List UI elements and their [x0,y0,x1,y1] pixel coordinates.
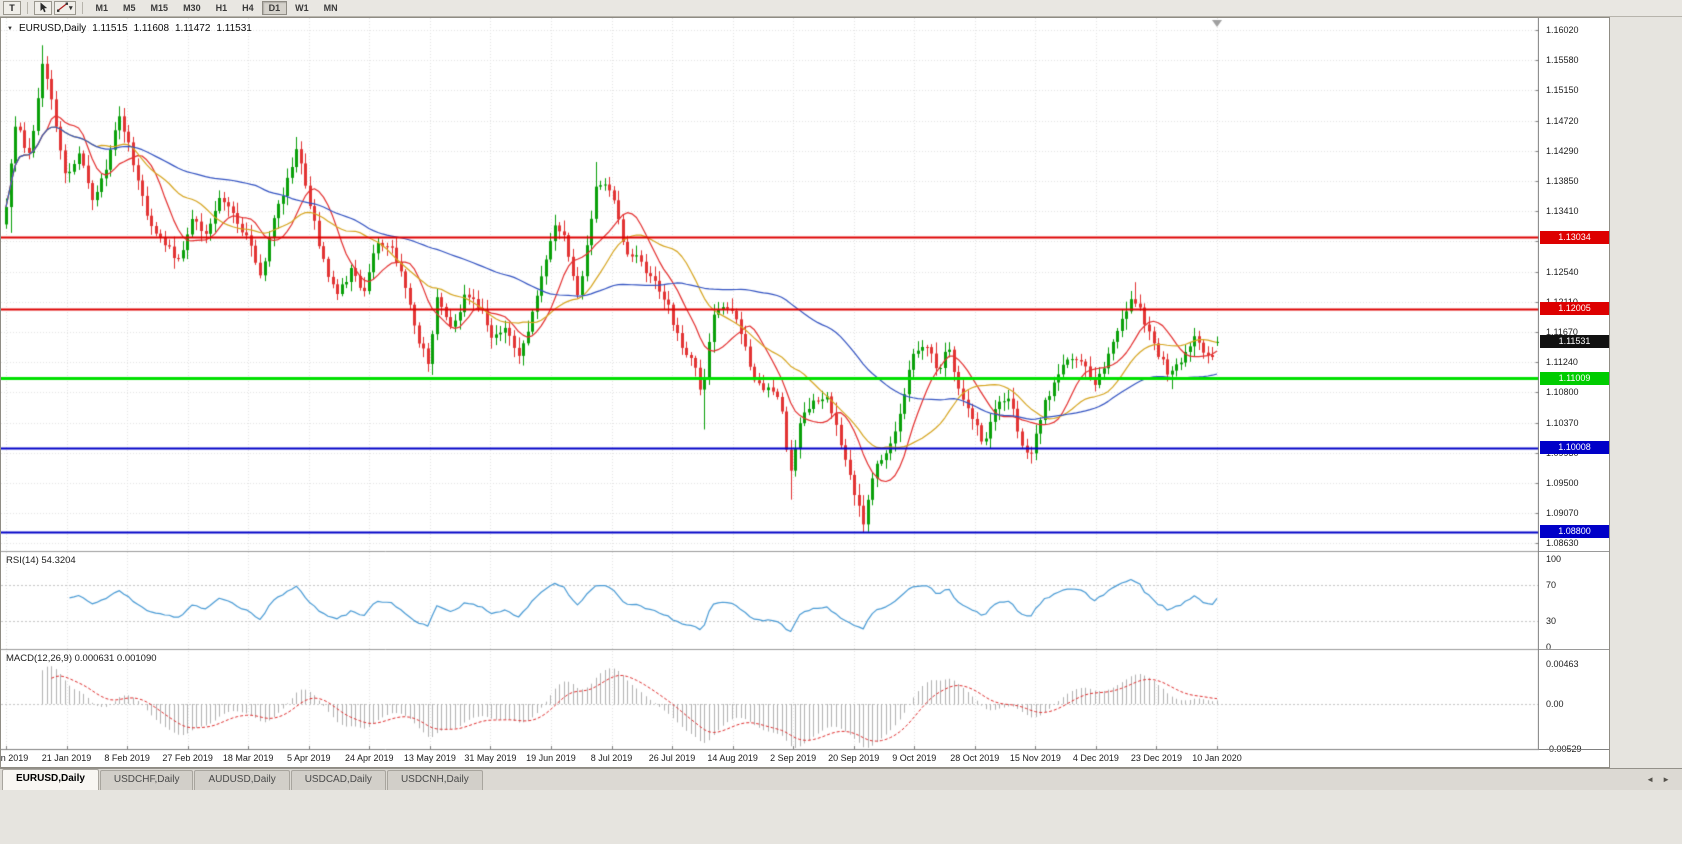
date-axis-label: 31 May 2019 [464,753,517,763]
status-strip [0,790,1682,844]
price-axis-label: 1.12540 [1546,266,1579,277]
date-axis-label: 8 Jul 2019 [590,753,633,763]
rsi-axis-label: 0 [1546,642,1552,652]
quote-line: ▼ EURUSD,Daily 1.11515 1.11608 1.11472 1… [7,23,252,34]
toolbar-separator [81,2,83,14]
date-axis-label: 27 Feb 2019 [162,753,213,763]
chart-window: ▼ EURUSD,Daily 1.11515 1.11608 1.11472 1… [0,17,1610,768]
price-level-badge: 1.11009 [1540,371,1609,385]
timeframe-button-h4[interactable]: H4 [235,1,261,15]
price-axis-label: 1.14290 [1546,145,1579,156]
price-axis-label: 1.16020 [1546,25,1579,35]
quote-close: 1.11531 [216,23,252,34]
price-level-badge: 1.12005 [1540,302,1609,316]
price-axis[interactable]: 1.16020 1.15580 1.15150 1.14720 1.14290 1.138… [1539,18,1609,765]
timeframe-button-w1[interactable]: W1 [288,1,316,15]
date-axis-label: 19 Jun 2019 [526,753,576,763]
price-axis-label: 1.09070 [1546,508,1579,519]
tab-usdcad-daily[interactable]: USDCAD,Daily [290,770,386,790]
date-axis-label: 13 May 2019 [403,753,456,763]
date-axis-label: 15 Nov 2019 [1009,753,1061,763]
date-axis-label: 28 Oct 2019 [950,753,1000,763]
rsi-indicator-label: RSI(14) 54.3204 [6,555,76,566]
price-axis-label: 1.11670 [1546,327,1578,337]
price-axis-label: 1.10370 [1546,417,1579,428]
quote-low: 1.11472 [175,23,211,34]
chart-tab-bar: EURUSD,Daily USDCHF,Daily AUDUSD,Daily USDC… [0,768,1682,790]
pane-separator[interactable] [1539,551,1609,552]
date-axis-label: 26 Jul 2019 [648,753,696,763]
tab-usdchf-daily[interactable]: USDCHF,Daily [99,770,194,790]
macd-axis-label: 0.00 [1546,699,1564,709]
date-axis-label: 24 Apr 2019 [345,753,394,763]
timeframe-button-mn[interactable]: MN [317,1,345,15]
chart-window-button[interactable]: T [3,1,21,15]
price-axis-label: 1.08630 [1546,538,1579,549]
date-axis-label: 10 Jan 2020 [1192,753,1242,763]
trendline-icon [57,2,68,14]
cursor-tool-button[interactable] [34,1,52,15]
date-axis-label: 2 Jan 2019 [0,753,29,763]
timeframe-bar: M1 M5 M15 M30 H1 H4 D1 W1 MN [89,1,345,15]
toolbar-separator [27,2,28,14]
current-price-badge: 1.11531 [1540,335,1609,349]
date-axis-label: 2 Sep 2019 [770,753,817,763]
macd-axis-label: 0.00463 [1546,659,1579,670]
toolbar: T ▾ M1 M5 M15 M30 H1 H4 D1 W1 MN [0,0,1682,17]
time-axis-line [1539,749,1609,750]
price-axis-label: 1.11240 [1546,357,1578,368]
tab-usdcnh-daily[interactable]: USDCNH,Daily [386,770,483,790]
date-axis-label: 9 Oct 2019 [892,753,937,763]
chart-tabs: EURUSD,Daily USDCHF,Daily AUDUSD,Daily USDC… [2,769,484,790]
date-axis-label: 21 Jan 2019 [41,753,92,763]
price-level-badge: 1.13034 [1540,230,1609,244]
timeframe-button-m30[interactable]: M30 [176,1,208,15]
tab-eurusd-daily[interactable]: EURUSD,Daily [2,769,99,790]
timeframe-button-h1[interactable]: H1 [209,1,235,15]
date-axis-label: 18 Mar 2019 [222,753,274,763]
tab-scroll-right-button[interactable]: ► [1662,775,1670,784]
date-axis-label: 8 Feb 2019 [104,753,150,763]
price-axis-label: 1.09500 [1546,478,1579,488]
pane-separator[interactable] [1539,649,1609,650]
date-axis-label: 14 Aug 2019 [707,753,758,763]
macd-indicator-label: MACD(12,26,9) 0.000631 0.001090 [6,653,157,664]
date-axis-label: 5 Apr 2019 [286,753,331,763]
timeframe-button-m1[interactable]: M1 [89,1,116,15]
price-chart-canvas[interactable] [1,18,1539,751]
price-axis-label: 1.15150 [1546,85,1579,96]
timeframe-button-m5[interactable]: M5 [116,1,143,15]
timeframe-button-m15[interactable]: M15 [144,1,176,15]
date-axis-label: 20 Sep 2019 [828,753,880,763]
price-axis-label: 1.12110 [1546,297,1578,307]
quote-high: 1.11608 [133,23,169,34]
rsi-axis-label: 70 [1546,580,1557,591]
quote-collapse-icon[interactable]: ▼ [7,25,13,32]
quote-open: 1.11515 [92,23,128,34]
dropdown-caret-icon: ▾ [69,5,73,12]
timeframe-button-d1[interactable]: D1 [261,1,288,15]
rsi-axis-label: 30 [1546,615,1557,626]
price-axis-label: 1.13410 [1546,206,1579,217]
cursor-icon [39,2,48,15]
date-axis-label: 23 Dec 2019 [1130,753,1182,763]
price-axis-label: 1.15580 [1546,55,1579,66]
quote-symbol: EURUSD,Daily [18,23,87,34]
date-axis-label: 4 Dec 2019 [1072,753,1119,763]
price-axis-label: 1.13850 [1546,176,1579,186]
price-level-badge: 1.10008 [1540,441,1609,455]
tab-scroll-controls: ◄ ► [1634,769,1682,790]
tab-scroll-left-button[interactable]: ◄ [1646,775,1655,784]
price-axis-label: 1.14720 [1546,115,1579,126]
rsi-axis-label: 100 [1546,554,1562,564]
tab-audusd-daily[interactable]: AUDUSD,Daily [194,770,290,790]
price-axis-label: 1.10800 [1546,387,1579,398]
line-studies-button[interactable]: ▾ [54,1,76,15]
price-level-badge: 1.08800 [1540,525,1609,539]
